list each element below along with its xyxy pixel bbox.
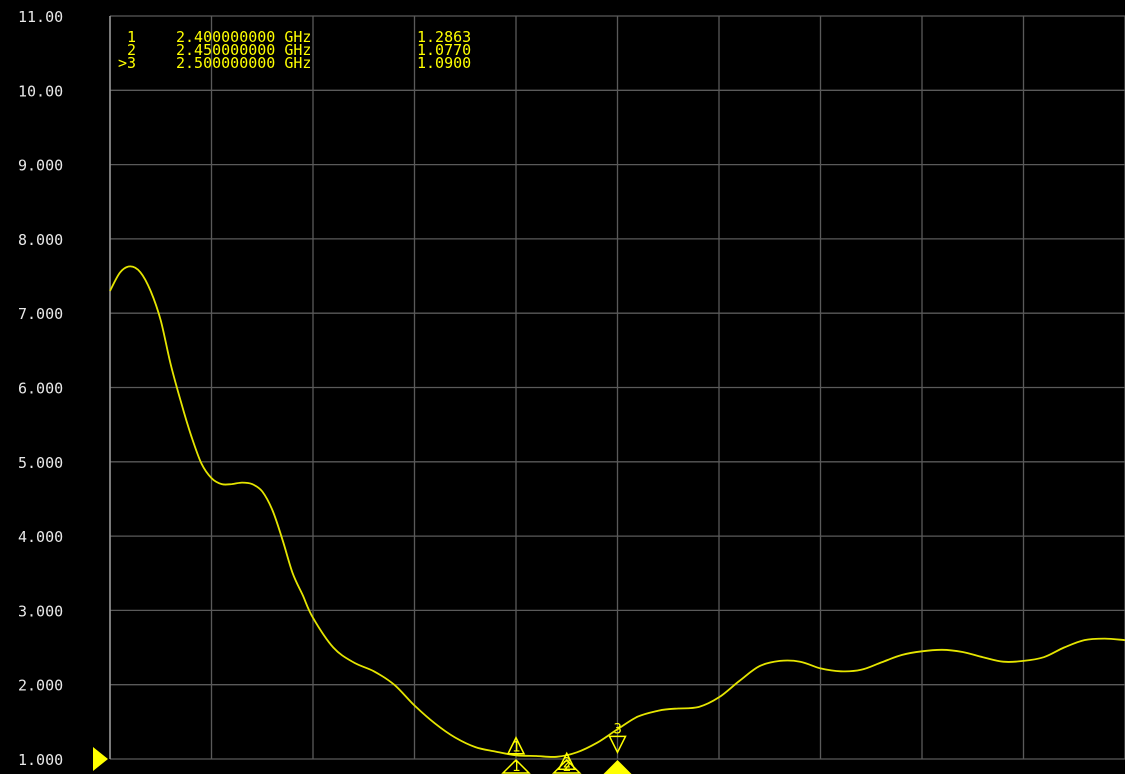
y-tick-label: 3.000	[18, 602, 63, 620]
marker-readout-frequency: 2.450000000 GHz	[176, 41, 311, 59]
marker-readout-id: >3	[118, 54, 136, 72]
marker-position-label: 1	[512, 759, 520, 774]
marker-position-indicator	[501, 758, 531, 774]
y-tick-labels: 11.00 10.00 9.000 8.000 7.000 6.000 5.000 4.000…	[18, 8, 63, 769]
grid	[109, 15, 1125, 760]
marker-triangle	[557, 751, 576, 771]
y-tick-label: 1.000	[18, 751, 63, 769]
trace-line	[109, 265, 1125, 758]
y-tick-label: 6.000	[18, 380, 63, 398]
marker-position-label: 2	[563, 759, 571, 774]
y-tick-label: 9.000	[18, 157, 63, 175]
y-tick-label: 4.000	[18, 528, 63, 546]
marker-triangle	[506, 736, 526, 755]
marker-readout-frequency: 2.500000000 GHz	[176, 54, 311, 72]
trace	[109, 265, 1125, 758]
marker-readout-value: 1.0900	[417, 54, 471, 72]
marker-readout-id: 2	[118, 41, 136, 59]
y-tick-label: 11.00	[18, 8, 63, 26]
marker-readout-frequency: 2.400000000 GHz	[176, 28, 311, 46]
marker-readout-id: 1	[118, 28, 136, 46]
y-tick-label: 7.000	[18, 305, 63, 323]
marker-readout-value: 1.2863	[417, 28, 471, 46]
y-tick-label: 5.000	[18, 454, 63, 472]
marker-position-indicator	[603, 760, 632, 774]
marker-label: 3	[614, 721, 622, 737]
y-tick-label: 2.000	[18, 677, 63, 695]
marker-readout: 1 2.400000000 GHz 1.2863 2 2.450000000 GHz 1…	[118, 28, 471, 72]
y-tick-label: 10.00	[18, 82, 63, 100]
marker-triangle	[608, 735, 627, 754]
y-tick-label: 8.000	[18, 231, 63, 249]
reference-arrow	[93, 747, 108, 771]
marker-label: 2	[563, 755, 571, 771]
marker-readout-value: 1.0770	[417, 41, 471, 59]
markers: 11 223	[501, 721, 632, 774]
reference-level-indicator	[93, 747, 108, 771]
marker-position-indicator	[551, 758, 582, 774]
marker-label: 1	[512, 740, 520, 756]
